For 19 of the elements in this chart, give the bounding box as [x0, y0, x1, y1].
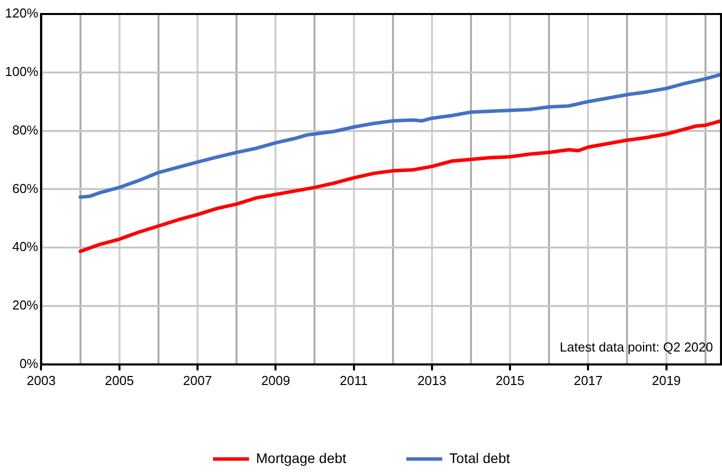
y-tick-label: 80% [12, 122, 39, 138]
x-tick-label: 2003 [26, 372, 56, 388]
legend-label: Total debt [449, 450, 510, 466]
x-tick-label: 2019 [652, 372, 681, 388]
x-tick-label: 2017 [574, 372, 603, 388]
y-tick-label: 40% [12, 239, 39, 254]
annotation: Latest data point: Q2 2020 [560, 339, 713, 354]
legend-label: Mortgage debt [256, 450, 346, 466]
x-tick-label: 2011 [340, 372, 368, 388]
x-tick-label: 2007 [183, 372, 212, 388]
x-tick-label: 2009 [261, 372, 290, 388]
y-tick-label: 20% [12, 298, 39, 313]
x-tick-label: 2015 [496, 372, 525, 388]
x-tick-label: 2005 [104, 372, 134, 388]
x-tick-label: 2013 [417, 372, 446, 388]
y-tick-label: 100% [5, 64, 39, 79]
y-tick-label: 0% [19, 356, 39, 371]
y-tick-label: 60% [12, 180, 39, 196]
y-tick-label: 120% [5, 6, 39, 21]
